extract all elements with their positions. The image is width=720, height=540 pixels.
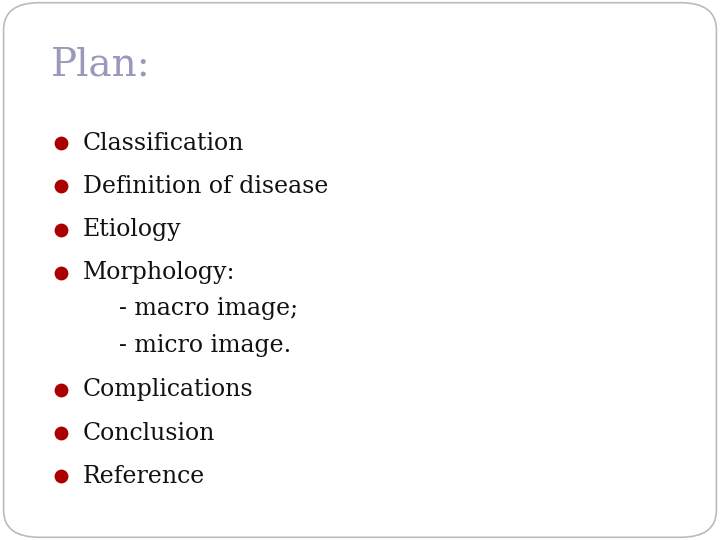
Point: [55, 386, 67, 394]
Text: - micro image.: - micro image.: [104, 334, 292, 356]
Point: [55, 182, 67, 191]
Point: [55, 268, 67, 277]
FancyBboxPatch shape: [4, 3, 716, 537]
Point: [55, 472, 67, 481]
Text: Etiology: Etiology: [83, 218, 181, 241]
Text: Complications: Complications: [83, 379, 253, 401]
Text: Reference: Reference: [83, 465, 205, 488]
Text: - macro image;: - macro image;: [104, 298, 299, 320]
Text: Definition of disease: Definition of disease: [83, 175, 328, 198]
Text: Plan:: Plan:: [50, 46, 150, 83]
Text: Classification: Classification: [83, 132, 244, 154]
Point: [55, 139, 67, 147]
Point: [55, 225, 67, 234]
Text: Conclusion: Conclusion: [83, 422, 215, 444]
Point: [55, 429, 67, 437]
Text: Morphology:: Morphology:: [83, 261, 235, 284]
